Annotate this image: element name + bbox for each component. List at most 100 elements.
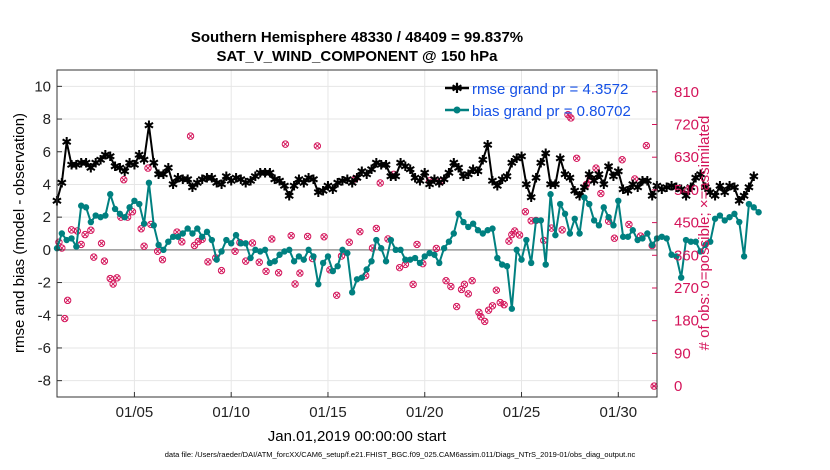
legend-rmse-label: rmse grand pr = 4.3572	[472, 81, 628, 98]
bias-point	[261, 246, 269, 254]
obs-assimilated-marker	[107, 275, 113, 282]
bias-point	[474, 227, 482, 234]
bias-point	[237, 240, 245, 247]
bias-point	[537, 217, 545, 224]
rmse-point: ✱	[618, 183, 629, 198]
bias-point	[518, 256, 525, 263]
rmse-point: ✱	[323, 180, 334, 195]
obs-possible-marker	[475, 308, 483, 317]
bias-point	[121, 213, 128, 221]
rmse-point: ✱	[569, 184, 580, 199]
obs-possible-marker	[242, 257, 250, 265]
obs-possible-marker	[447, 282, 455, 291]
bias-point	[707, 238, 714, 245]
chart-subtitle: SAT_V_WIND_COMPONENT @ 150 hPa	[216, 48, 498, 65]
obs-possible-marker	[113, 274, 121, 282]
obs-possible-marker	[567, 114, 575, 122]
y-tick-label: 8	[43, 111, 51, 128]
bias-point	[498, 261, 506, 268]
x-tick-label: 01/15	[309, 404, 347, 421]
bias-point	[194, 225, 201, 232]
obs-assimilated-marker	[458, 286, 465, 293]
bias-point	[286, 246, 293, 254]
rmse-point: ✱	[289, 180, 300, 195]
bias-point	[479, 230, 487, 237]
obs-possible-marker	[61, 314, 69, 323]
rmse-point: ✱	[700, 181, 711, 196]
bias-point	[542, 261, 549, 268]
rmse-point: ✱	[487, 175, 498, 190]
obs-possible-marker	[120, 176, 128, 184]
bias-point	[440, 245, 448, 252]
rmse-point: ✱	[192, 176, 203, 191]
plot-frame	[56, 69, 658, 398]
bias-point	[252, 246, 259, 254]
obs-assimilated-marker	[297, 270, 303, 276]
rmse-point: ✱	[274, 175, 285, 190]
bias-point	[145, 179, 153, 187]
rmse-point: ✱	[153, 168, 164, 183]
obs-assimilated-marker	[263, 268, 269, 274]
rmse-point: ✱	[347, 176, 358, 191]
obs-possible-marker	[597, 189, 605, 198]
rmse-point: ✱	[366, 163, 377, 178]
x-tick-label: 01/10	[212, 404, 250, 421]
rmse-point: ✱	[540, 147, 551, 162]
bias-point	[721, 217, 728, 224]
bias-point	[169, 233, 177, 240]
rmse-point: ✱	[279, 180, 290, 195]
obs-possible-marker	[488, 302, 497, 310]
rmse-point: ✱	[477, 153, 488, 168]
rmse-point: ✱	[593, 168, 604, 183]
bias-point	[223, 236, 230, 244]
rmse-point: ✱	[434, 176, 445, 191]
x-axis-label: Jan.01,2019 00:00:00 start	[268, 428, 447, 445]
bias-point	[547, 191, 554, 198]
obs-possible-marker	[477, 313, 485, 321]
rmse-point: ✱	[221, 170, 232, 185]
bias-point	[82, 204, 90, 211]
obs-assimilated-marker	[454, 303, 460, 310]
obs-assimilated-marker	[141, 243, 147, 249]
bias-point	[421, 253, 428, 260]
obs-assimilated-marker	[121, 177, 127, 183]
bias-point	[319, 259, 327, 267]
rmse-point: ✱	[240, 176, 251, 191]
rmse-point: ✱	[468, 163, 479, 178]
bias-point	[344, 249, 351, 257]
y2-tick-label: 270	[674, 280, 699, 297]
rmse-point: ✱	[584, 168, 595, 183]
obs-possible-marker	[140, 242, 148, 250]
obs-possible-marker	[464, 290, 472, 298]
rmse-point: ✱	[598, 178, 609, 193]
obs-assimilated-marker	[218, 268, 225, 274]
bias-point	[634, 236, 641, 244]
rmse-point: ✱	[318, 184, 329, 199]
obs-possible-marker	[356, 227, 364, 236]
legend-bias-marker	[453, 106, 461, 114]
bias-point	[58, 230, 66, 237]
rmse-point: ✱	[627, 178, 638, 193]
rmse-point: ✱	[342, 173, 353, 188]
obs-assimilated-marker	[145, 165, 151, 171]
rmse-point: ✱	[216, 178, 227, 193]
obs-assimilated-marker	[643, 143, 649, 149]
obs-possible-marker	[90, 253, 98, 261]
obs-assimilated-marker	[465, 291, 471, 297]
y-tick-label: 4	[43, 176, 51, 193]
rmse-point: ✱	[439, 173, 450, 188]
bias-point	[111, 205, 119, 213]
obs-assimilated-marker	[509, 232, 515, 238]
bias-point	[755, 209, 762, 216]
bias-point	[155, 241, 162, 249]
bias-point	[508, 305, 516, 312]
obs-possible-marker	[496, 298, 504, 307]
rmse-point: ✱	[134, 149, 145, 164]
obs-assimilated-marker	[626, 221, 632, 227]
bias-point	[116, 210, 124, 218]
y2-axis-label: # of obs: o=possible; ×=assimilated	[696, 116, 713, 351]
y2-tick-label: 540	[674, 182, 699, 199]
bias-point	[402, 256, 409, 263]
obs-possible-marker	[287, 231, 295, 240]
rmse-point: ✱	[613, 165, 624, 180]
